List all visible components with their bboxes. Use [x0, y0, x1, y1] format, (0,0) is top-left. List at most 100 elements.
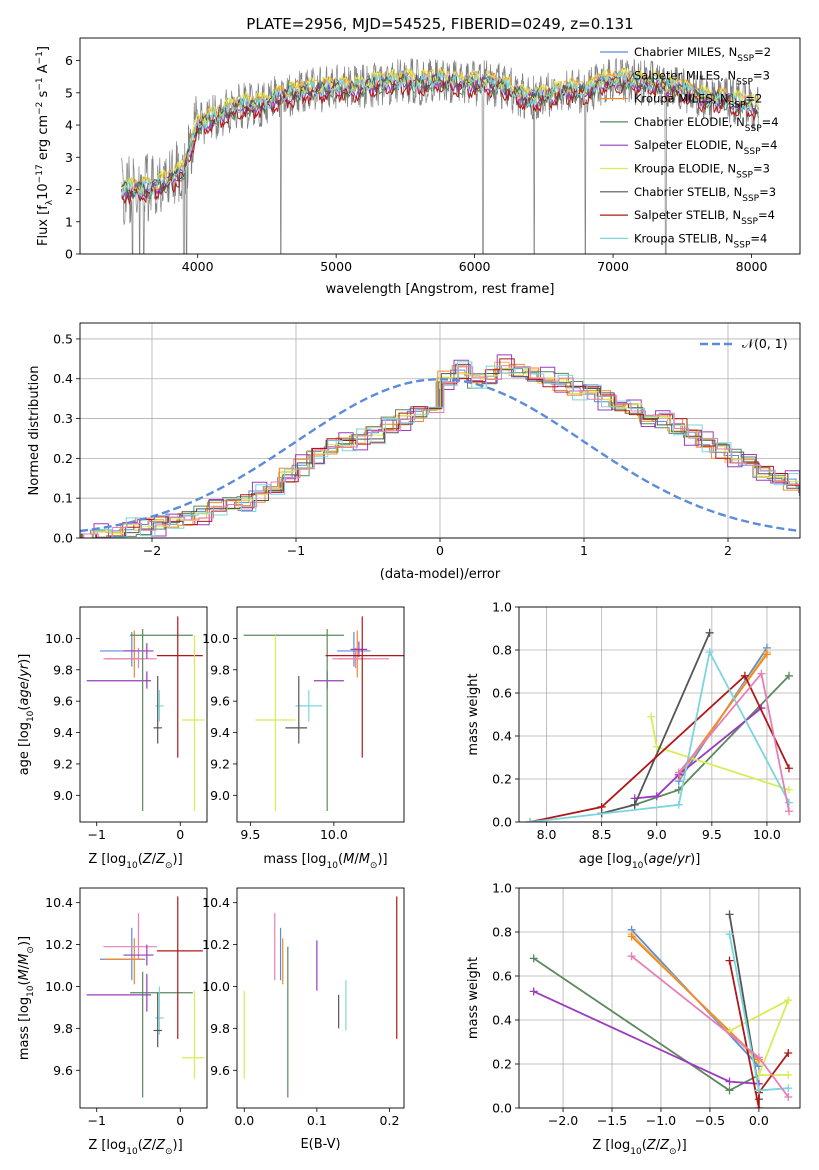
label-part: Kroupa MILES, N — [634, 92, 729, 106]
x-tick-label: 10.0 — [753, 827, 781, 842]
label-part: ( — [138, 1138, 143, 1153]
y-tick-label: 9.8 — [210, 662, 230, 677]
weight-point-marker — [529, 954, 538, 963]
y-tick-label: 0.8 — [492, 643, 512, 658]
x-tick-label: 6000 — [459, 259, 491, 274]
label-part: 10 — [26, 985, 36, 997]
axes-mass-vs-Z: −1 0 9.6 9.8 10.0 10.2 10.4 — [45, 895, 184, 1128]
label-part: −2 — [35, 102, 45, 115]
label-part: =4 — [762, 115, 779, 129]
x-axis-label: Z [log10(Z/Z⊙)] — [88, 852, 182, 871]
label-part: / — [152, 852, 157, 867]
y-tick-label: 10.2 — [45, 937, 73, 952]
model-spectrum-line — [121, 75, 759, 201]
model-spectrum-line — [121, 67, 759, 195]
y-tick-label: 0.4 — [492, 1013, 512, 1028]
histogram-series — [83, 365, 800, 538]
label-part: λ — [45, 199, 55, 205]
label-part: erg cm — [36, 115, 51, 164]
weight-point-marker — [597, 802, 606, 811]
weight-point-marker — [784, 785, 793, 794]
x-tick-label: 9.5 — [240, 827, 260, 842]
x-tick-label: 0.2 — [380, 1113, 400, 1128]
panels: 4000 5000 6000 7000 8000 0 1 2 3 4 5 6 Chabrier MILE… — [17, 37, 801, 1157]
y-tick-label: 0.5 — [53, 331, 73, 346]
y-tick-label: 0.2 — [53, 451, 73, 466]
label-part: age — [648, 852, 672, 867]
weight-point-marker — [784, 996, 793, 1005]
weight-series-line — [529, 649, 790, 822]
label-part: =2 — [745, 92, 762, 106]
weight-series-line — [630, 935, 760, 1061]
x-tick-label: 0 — [176, 1113, 184, 1128]
axes-frame — [518, 606, 801, 823]
x-axis-label: Z [log10(Z/Z⊙)] — [592, 1138, 686, 1157]
x-axis-label: wavelength [Angstrom, rest frame] — [326, 282, 555, 297]
label-part: M — [17, 969, 32, 980]
y-tick-label: 0.1 — [53, 491, 73, 506]
y-tick-label: 0.0 — [492, 1101, 512, 1116]
label-part: ] — [36, 46, 51, 51]
y-tick-label: 9.0 — [53, 788, 73, 803]
errorbars — [86, 616, 205, 812]
weight-point-marker — [784, 1093, 793, 1101]
errorbars — [243, 896, 398, 1098]
x-tick-label: 9.0 — [647, 827, 667, 842]
legend-label: 𝒩(0, 1) — [742, 336, 788, 351]
label-part: )] — [377, 852, 387, 867]
model-spectrum-line — [121, 66, 759, 194]
axes-frame — [79, 37, 801, 255]
legend-label: Chabrier MILES, NSSP=2 — [634, 45, 771, 64]
label-part: / — [152, 1138, 157, 1153]
label-part: 10 — [327, 861, 339, 871]
label-part: age [log — [17, 722, 32, 775]
y-tick-label: 4 — [65, 118, 73, 133]
y-tick-label: 5 — [65, 85, 73, 100]
histogram-series — [80, 363, 800, 538]
label-part: Kroupa STELIB, N — [634, 231, 734, 245]
weight-series-line — [728, 960, 790, 1108]
y-tick-label: 3 — [65, 150, 73, 165]
y-axis-label: Normed distribution — [27, 366, 42, 496]
label-part: SSP — [736, 77, 753, 87]
weight-lines — [526, 628, 793, 822]
histogram-series — [80, 368, 800, 535]
y-tick-label: 10.4 — [45, 895, 73, 910]
weight-point-marker — [725, 1077, 734, 1086]
label-part: =3 — [759, 185, 776, 199]
x-tick-label: 0.1 — [307, 1113, 327, 1128]
label-part: yr — [17, 662, 32, 678]
y-tick-label: 1.0 — [492, 600, 512, 615]
weight-series-line — [533, 990, 759, 1085]
gaussian-curve — [80, 377, 800, 533]
label-part: Z [log — [88, 1138, 126, 1153]
label-part: ( — [642, 1138, 647, 1153]
weight-point-marker — [784, 1084, 793, 1093]
histogram-steps — [80, 354, 800, 538]
histogram-series — [81, 358, 800, 538]
weight-point-marker — [754, 1104, 763, 1108]
y-tick-label: 10.0 — [202, 979, 230, 994]
y-tick-label: 2 — [65, 182, 73, 197]
weight-point-marker — [740, 671, 749, 680]
weight-point-marker — [647, 712, 656, 721]
legend-label: Chabrier ELODIE, NSSP=4 — [634, 115, 779, 134]
label-part: Z — [142, 1138, 153, 1153]
weight-point-marker — [627, 932, 636, 941]
weight-point-marker — [627, 952, 636, 961]
label-part: / — [656, 1138, 661, 1153]
x-tick-label: −0.5 — [695, 1113, 725, 1128]
label-part: ⊙ — [370, 861, 378, 871]
weight-point-marker — [784, 1071, 793, 1079]
errorbars — [86, 896, 205, 1098]
label-part: )] — [677, 1138, 687, 1153]
y-tick-label: 0.6 — [492, 969, 512, 984]
label-part: SSP — [729, 101, 746, 111]
label-part: ( — [138, 852, 143, 867]
axes-mass-vs-EBV: 0.0 0.1 0.2 9.6 9.8 10.0 10.2 10.4 — [202, 895, 399, 1128]
label-part: )] — [690, 852, 700, 867]
axes-spectrum: 4000 5000 6000 7000 8000 0 1 2 3 4 5 6 — [65, 53, 767, 274]
weight-point-marker — [754, 1053, 763, 1062]
